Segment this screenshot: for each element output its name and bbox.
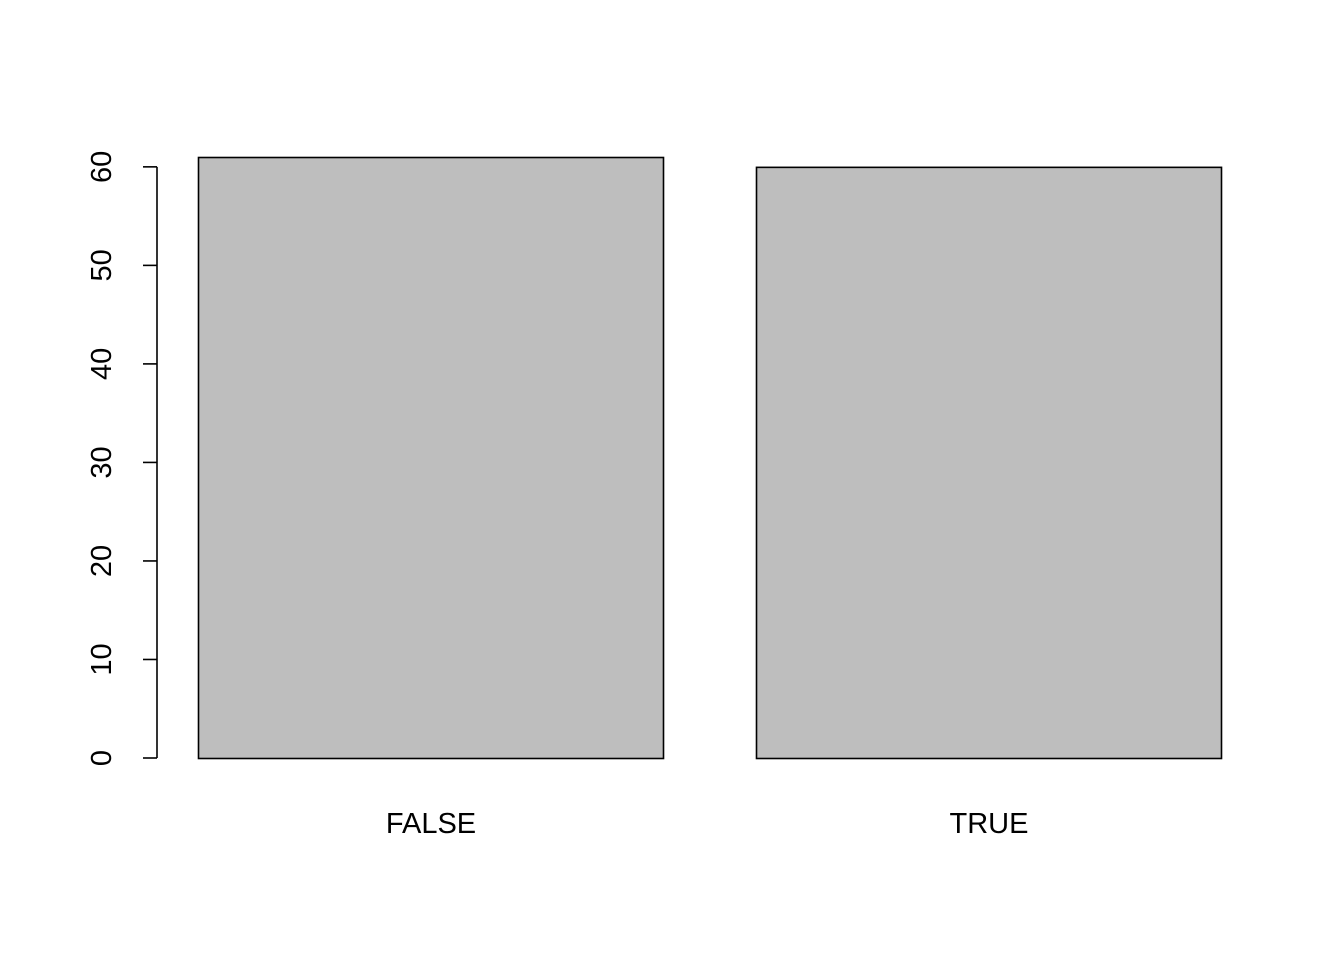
y-tick-label-60: 60 xyxy=(86,151,118,183)
y-tick-label-10: 10 xyxy=(86,643,118,675)
x-axis-labels: FALSE TRUE xyxy=(386,808,1029,840)
bar-true xyxy=(755,166,1223,760)
y-axis: 0 10 20 30 40 50 60 xyxy=(86,151,158,766)
y-tick-label-20: 20 xyxy=(86,545,118,577)
y-tick-label-40: 40 xyxy=(86,348,118,380)
bar-false xyxy=(197,156,665,760)
x-tick-label-false: FALSE xyxy=(386,808,476,840)
y-tick-label-50: 50 xyxy=(86,249,118,281)
y-tick-label-30: 30 xyxy=(86,446,118,478)
x-tick-label-true: TRUE xyxy=(950,808,1029,840)
y-tick-label-0: 0 xyxy=(86,750,118,766)
bars-layer xyxy=(197,156,1223,760)
